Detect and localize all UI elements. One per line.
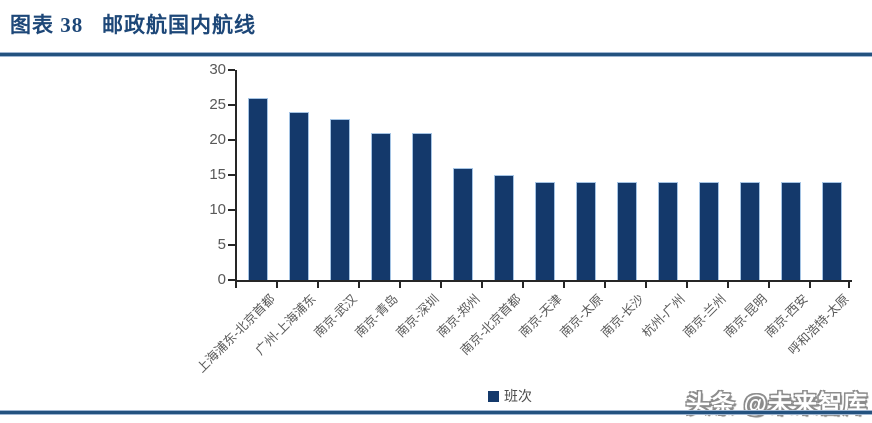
bar-南京-青岛: [370, 133, 391, 280]
x-category-label: 南京-天津: [516, 291, 565, 341]
y-tick-label: 15: [209, 166, 226, 183]
x-category-label: 南京-青岛: [352, 291, 401, 341]
bottom-divider: [0, 411, 872, 414]
x-category-label: 南京-深圳: [393, 291, 442, 341]
legend-swatch: [488, 390, 499, 402]
y-tick-label: 20: [209, 131, 226, 148]
x-tick-mark: [604, 282, 606, 288]
bar-南京-武汉: [329, 119, 350, 280]
chart-legend: 班次: [160, 386, 860, 406]
bar-南京-昆明: [739, 182, 760, 280]
y-tick-mark: [228, 279, 235, 281]
x-tick-mark: [440, 282, 442, 288]
bar-南京-深圳: [411, 133, 432, 280]
bar-slot: [237, 70, 278, 280]
x-tick-mark: [686, 282, 688, 288]
y-tick-mark: [228, 244, 235, 246]
x-tick-mark: [481, 282, 483, 288]
y-tick-mark: [228, 209, 235, 211]
bar-slot: [688, 70, 729, 280]
bar-slot: [278, 70, 319, 280]
x-category-label: 南京-兰州: [680, 291, 729, 341]
bar-slot: [565, 70, 606, 280]
x-tick-mark: [727, 282, 729, 288]
bar-slot: [360, 70, 401, 280]
y-tick-mark: [228, 69, 235, 71]
x-tick-mark: [235, 282, 237, 288]
x-tick-mark: [809, 282, 811, 288]
bar-南京-郑州: [452, 168, 473, 280]
bar-slot: [770, 70, 811, 280]
bar-南京-长沙: [616, 182, 637, 280]
bar-上海浦东-北京首都: [247, 98, 268, 280]
bar-slot: [524, 70, 565, 280]
x-tick-mark: [522, 282, 524, 288]
bar-呼和浩特-太原: [821, 182, 842, 280]
y-tick-label: 30: [209, 61, 226, 78]
x-category-label: 南京-武汉: [311, 291, 360, 341]
bar-slot: [401, 70, 442, 280]
x-tick-mark: [563, 282, 565, 288]
y-tick-label: 5: [217, 236, 226, 253]
bar-广州-上海浦东: [288, 112, 309, 280]
bar-南京-西安: [780, 182, 801, 280]
bar-南京-天津: [534, 182, 555, 280]
y-tick-label: 25: [209, 96, 226, 113]
bar-南京-兰州: [698, 182, 719, 280]
x-tick-mark: [317, 282, 319, 288]
y-tick-mark: [228, 104, 235, 106]
x-tick-mark: [768, 282, 770, 288]
bar-slot: [729, 70, 770, 280]
bar-slot: [811, 70, 852, 280]
title-divider: [0, 53, 872, 56]
bar-series: [237, 70, 852, 280]
x-tick-mark: [276, 282, 278, 288]
x-tick-mark: [399, 282, 401, 288]
bar-杭州-广州: [657, 182, 678, 280]
legend-label: 班次: [504, 388, 532, 404]
bar-slot: [442, 70, 483, 280]
bar-slot: [319, 70, 360, 280]
figure-title: 图表 38 邮政航国内航线: [10, 13, 256, 37]
x-tick-mark: [645, 282, 647, 288]
bar-slot: [483, 70, 524, 280]
y-tick-mark: [228, 139, 235, 141]
x-category-label: 杭州-广州: [639, 291, 688, 341]
x-category-label: 南京-长沙: [598, 291, 647, 341]
x-tick-mark: [358, 282, 360, 288]
bar-slot: [606, 70, 647, 280]
bar-南京-太原: [575, 182, 596, 280]
y-tick-label: 10: [209, 201, 226, 218]
bar-slot: [647, 70, 688, 280]
x-tick-mark: [848, 282, 850, 288]
y-tick-mark: [228, 174, 235, 176]
plot-area: [235, 70, 852, 282]
y-tick-label: 0: [217, 271, 226, 288]
bar-南京-北京首都: [493, 175, 514, 280]
x-category-label: 南京-太原: [557, 291, 606, 341]
x-category-label: 南京-昆明: [721, 291, 770, 341]
